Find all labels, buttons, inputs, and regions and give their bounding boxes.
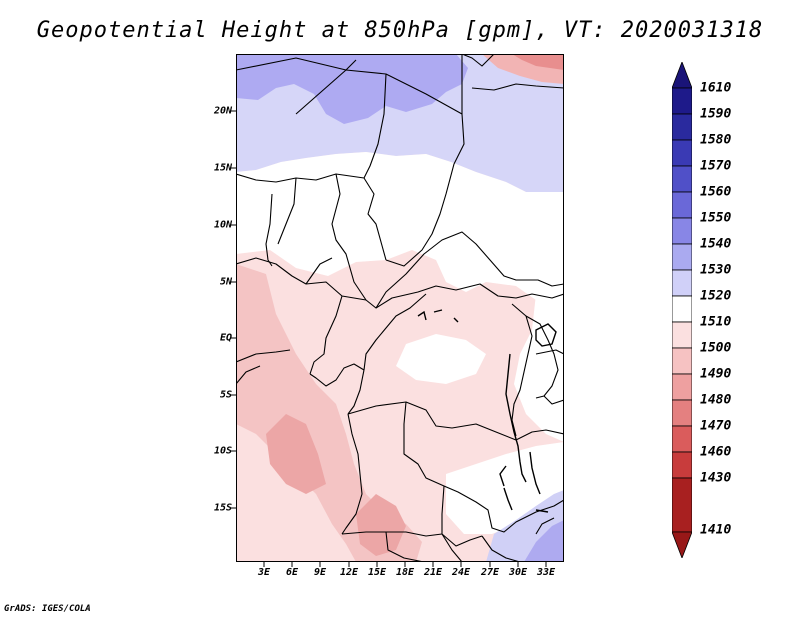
colorbar-label-1570: 1570 [700, 158, 732, 174]
colorbar-label-1610: 1610 [700, 80, 732, 96]
map-frame [236, 54, 564, 562]
lon-label-21e: 21E [423, 567, 443, 578]
field-blue-southeast [524, 520, 564, 562]
lat-label-15n: 15N [213, 162, 232, 174]
lon-label-15e: 15E [367, 567, 387, 578]
colorbar-label-1500: 1500 [700, 340, 732, 356]
field-red-northeast [512, 54, 564, 70]
colorbar-swatch-1480 [672, 373, 692, 401]
colorbar-swatch-1580 [672, 113, 692, 141]
colorbar-label-1590: 1590 [700, 106, 732, 122]
colorbar-top-arrow [672, 62, 692, 89]
colorbar-label-1510: 1510 [700, 314, 732, 330]
colorbar-label-1470: 1470 [700, 418, 732, 434]
colorbar-label-1540: 1540 [700, 236, 732, 252]
colorbar-swatch-1520 [672, 269, 692, 297]
lat-label-10s: 10S [213, 445, 232, 457]
colorbar-swatch-1410 [672, 477, 692, 533]
colorbar-label-1430: 1430 [700, 470, 732, 486]
field-rose-southwest [266, 414, 326, 494]
colorbar-swatch-1570 [672, 139, 692, 167]
field-rose-south [356, 494, 406, 556]
field-white-south [446, 442, 564, 534]
lon-label-6e: 6E [285, 567, 299, 578]
field-white-band [236, 152, 564, 300]
lon-label-3e: 3E [257, 567, 271, 578]
lon-label-33e: 33E [536, 567, 556, 578]
colorbar-label-1490: 1490 [700, 366, 732, 382]
colorbar-swatch-1500 [672, 321, 692, 349]
colorbar-label-1560: 1560 [700, 184, 732, 200]
colorbar-label-1480: 1480 [700, 392, 732, 408]
colorbar-swatch-1460 [672, 425, 692, 453]
colorbar-swatch-1430 [672, 451, 692, 479]
lon-label-24e: 24E [451, 567, 471, 578]
colorbar-swatch-1510 [672, 295, 692, 323]
colorbar-label-1550: 1550 [700, 210, 732, 226]
lat-label-15s: 15S [213, 502, 232, 514]
lon-label-12e: 12E [339, 567, 359, 578]
lon-label-9e: 9E [313, 567, 327, 578]
field-blue-north [236, 54, 468, 124]
colorbar-swatch-1540 [672, 217, 692, 245]
colorbar-label-1580: 1580 [700, 132, 732, 148]
lakes [417, 309, 557, 513]
colorbar-label-1410: 1410 [700, 522, 732, 538]
colorbar-swatch-1550 [672, 191, 692, 219]
lat-label-5n: 5N [219, 276, 232, 288]
lat-label-10n: 10N [213, 219, 232, 231]
country-borders [236, 54, 564, 562]
map-canvas [236, 54, 564, 562]
colorbar-bottom-arrow [672, 531, 692, 558]
lat-ticks [230, 110, 236, 509]
field-white-center [396, 334, 486, 384]
lon-label-30e: 30E [508, 567, 528, 578]
lon-label-18e: 18E [395, 567, 415, 578]
colorbar-swatch-1530 [672, 243, 692, 271]
colorbar-label-1460: 1460 [700, 444, 732, 460]
field-pink-southwest [236, 264, 422, 562]
lat-label-eq: EQ [219, 332, 232, 344]
lat-label-20n: 20N [213, 105, 232, 117]
colorbar-label-1530: 1530 [700, 262, 732, 278]
map-panel [236, 54, 564, 562]
lon-ticks [263, 562, 547, 567]
lat-label-5s: 5S [219, 389, 232, 401]
colorbar [672, 62, 692, 558]
colorbar-swatch-1560 [672, 165, 692, 193]
lon-label-27e: 27E [480, 567, 500, 578]
colorbar-swatch-1490 [672, 347, 692, 375]
colorbar-label-1520: 1520 [700, 288, 732, 304]
grads-credit: GrADS: IGES/COLA [4, 604, 91, 614]
colorbar-swatch-1590 [672, 87, 692, 115]
chart-title: Geopotential Height at 850hPa [gpm], VT:… [36, 18, 764, 43]
colorbar-swatch-1470 [672, 399, 692, 427]
